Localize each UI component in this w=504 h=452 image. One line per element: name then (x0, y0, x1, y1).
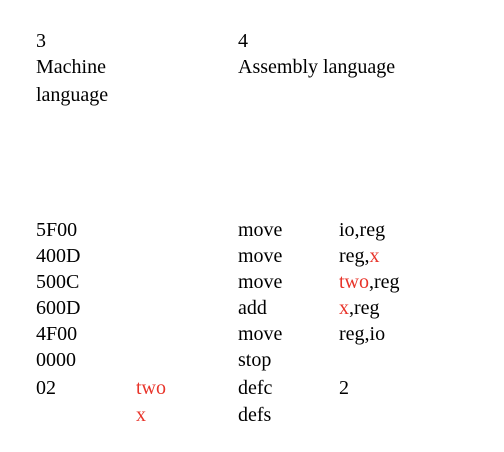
operand-text: reg,io (339, 323, 386, 345)
opcode-cell: move (238, 271, 283, 293)
symbol-label-highlight: two (136, 377, 166, 399)
machine-language-heading-line1: Machine (36, 56, 106, 78)
machine-language-heading-line2: language (36, 84, 109, 106)
operand-cell: 2 (339, 375, 349, 401)
operand-cell: io,reg (339, 217, 385, 243)
opcode-cell: defs (238, 404, 272, 426)
operand-text: ,reg (369, 271, 400, 293)
opcode-cell: defc (238, 377, 273, 399)
machine-code-cell: 0000 (36, 349, 76, 371)
operand-cell: x,reg (339, 295, 380, 321)
machine-language-column-number: 3 (36, 30, 46, 52)
operand-cell: two,reg (339, 269, 400, 295)
machine-code-cell: 02 (36, 377, 56, 399)
operand-text: ,reg (349, 297, 380, 319)
operand-cell: reg,io (339, 321, 385, 347)
operand-cell: reg,x (339, 243, 380, 269)
assembly-language-column-number: 4 (238, 30, 248, 52)
operand-symbol-highlight: two (339, 271, 369, 293)
opcode-cell: add (238, 297, 267, 319)
symbol-label-highlight: x (136, 404, 146, 426)
operand-symbol-highlight: x (339, 297, 349, 319)
machine-code-cell: 600D (36, 297, 81, 319)
opcode-cell: move (238, 219, 283, 241)
opcode-cell: stop (238, 349, 272, 371)
operand-text: io,reg (339, 219, 386, 241)
machine-code-cell: 500C (36, 271, 80, 293)
opcode-cell: move (238, 323, 283, 345)
machine-code-cell: 5F00 (36, 219, 78, 241)
machine-code-cell: 4F00 (36, 323, 78, 345)
opcode-cell: move (238, 245, 283, 267)
machine-code-cell: 400D (36, 245, 81, 267)
operand-text: 2 (339, 377, 349, 399)
operand-symbol-highlight: x (369, 245, 380, 267)
assembly-language-heading: Assembly language (238, 56, 396, 78)
operand-text: reg, (339, 245, 370, 267)
